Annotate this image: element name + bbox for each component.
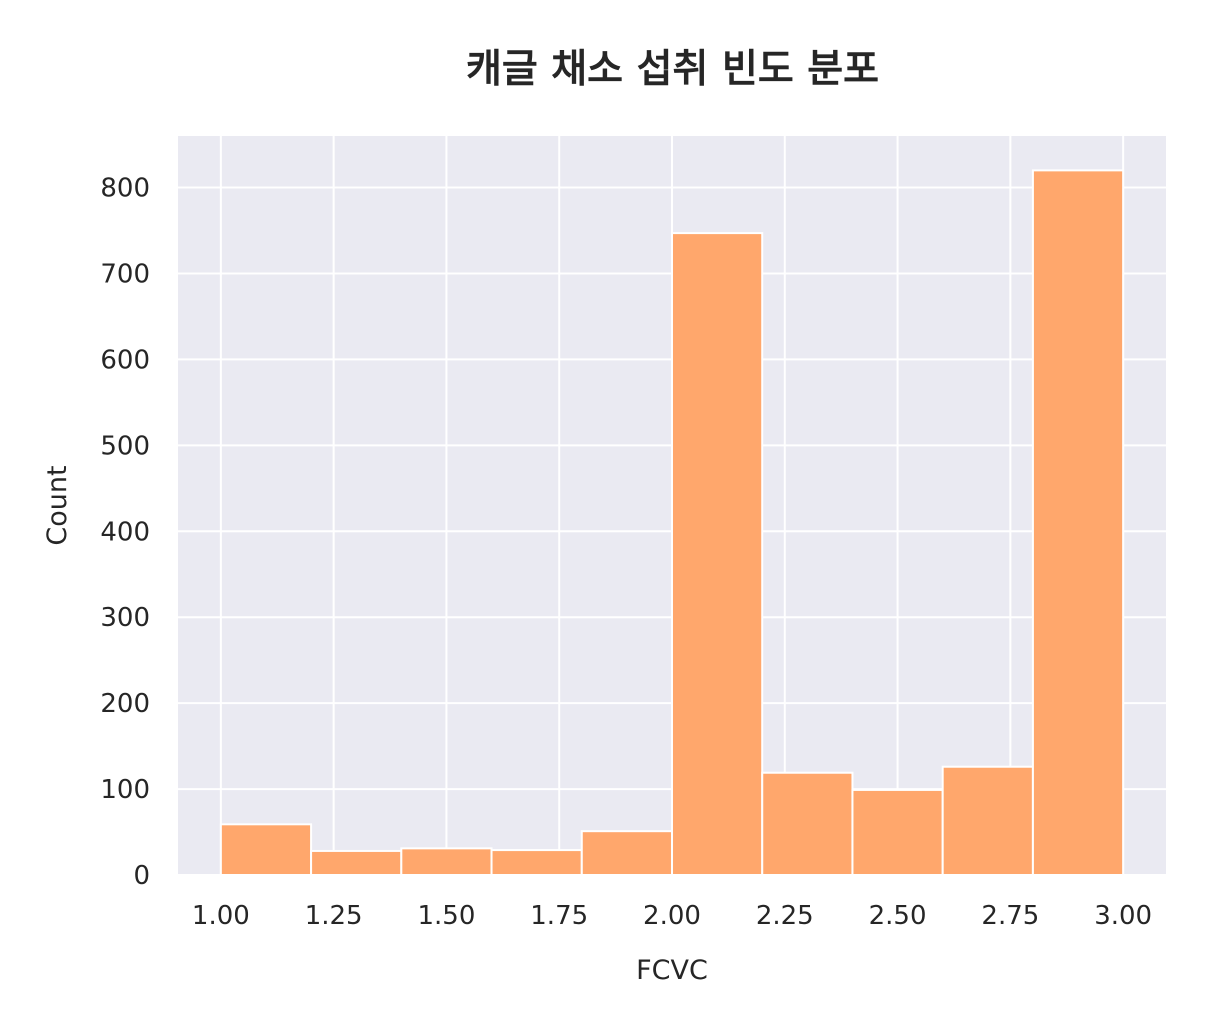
y-tick-label: 600	[100, 345, 150, 375]
x-tick-label: 1.25	[305, 901, 363, 931]
y-tick-label: 0	[133, 861, 150, 891]
x-tick-label: 1.75	[530, 901, 588, 931]
x-axis-ticks: 1.00 1.25 1.50 1.75 2.00 2.25 2.50 2.75 3.00	[192, 901, 1152, 931]
x-tick-label: 1.50	[417, 901, 475, 931]
histogram-bar	[492, 850, 582, 875]
x-tick-label: 2.25	[756, 901, 814, 931]
histogram-bar	[762, 773, 852, 875]
x-tick-label: 2.00	[643, 901, 701, 931]
y-axis-label: Count	[42, 465, 73, 545]
x-tick-label: 3.00	[1094, 901, 1152, 931]
y-tick-label: 300	[100, 603, 150, 633]
y-tick-label: 500	[100, 431, 150, 461]
histogram-bar	[221, 824, 311, 875]
y-tick-label: 700	[100, 259, 150, 289]
y-tick-label: 200	[100, 689, 150, 719]
y-axis-ticks: 0 100 200 300 400 500 600 700 800	[100, 174, 150, 891]
x-tick-label: 2.75	[981, 901, 1039, 931]
histogram-bar	[311, 851, 401, 875]
y-tick-label: 800	[100, 174, 150, 204]
x-tick-label: 1.00	[192, 901, 250, 931]
x-axis-label: FCVC	[636, 955, 708, 986]
histogram-bar	[852, 790, 942, 875]
histogram-bar	[401, 848, 491, 875]
histogram-bar	[672, 233, 762, 875]
x-tick-label: 2.50	[869, 901, 927, 931]
y-tick-label: 100	[100, 775, 150, 805]
histogram-bar	[943, 767, 1033, 875]
histogram-bar	[1033, 170, 1123, 875]
y-tick-label: 400	[100, 517, 150, 547]
histogram-bar	[582, 831, 672, 875]
